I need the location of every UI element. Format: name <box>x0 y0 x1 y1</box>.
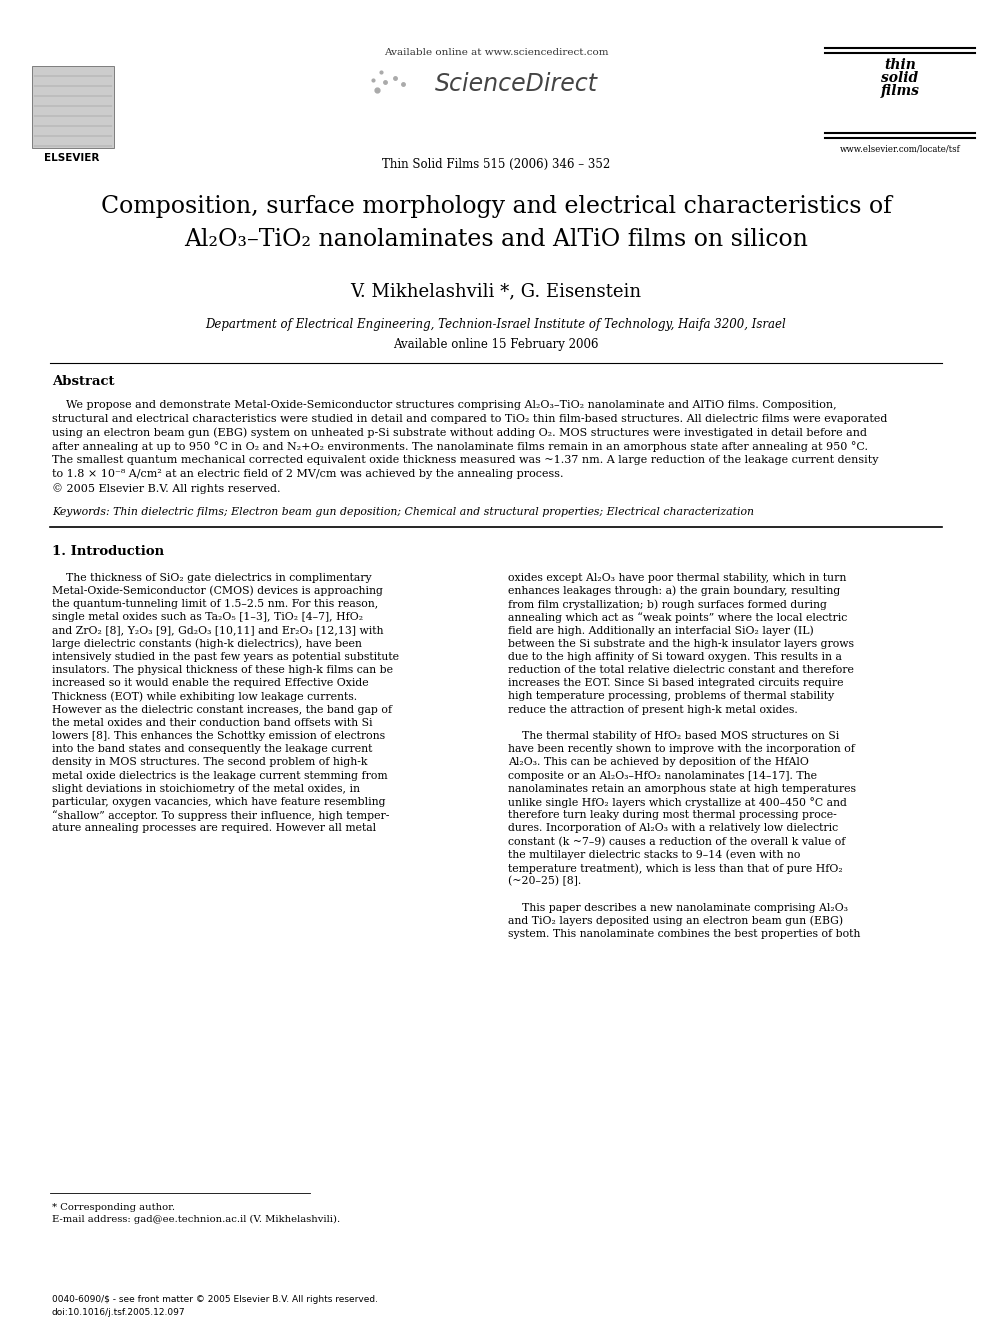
Text: from film crystallization; b) rough surfaces formed during: from film crystallization; b) rough surf… <box>508 599 827 610</box>
Text: Thin Solid Films 515 (2006) 346 – 352: Thin Solid Films 515 (2006) 346 – 352 <box>382 157 610 171</box>
Text: Metal-Oxide-Semiconductor (CMOS) devices is approaching: Metal-Oxide-Semiconductor (CMOS) devices… <box>52 586 383 597</box>
Text: reduction of the total relative dielectric constant and therefore: reduction of the total relative dielectr… <box>508 665 854 675</box>
Text: ELSEVIER: ELSEVIER <box>45 153 99 163</box>
Text: field are high. Additionally an interfacial SiO₂ layer (IL): field are high. Additionally an interfac… <box>508 626 813 636</box>
Text: www.elsevier.com/locate/tsf: www.elsevier.com/locate/tsf <box>839 144 960 153</box>
Text: dures. Incorporation of Al₂O₃ with a relatively low dielectric: dures. Incorporation of Al₂O₃ with a rel… <box>508 823 838 833</box>
Text: and ZrO₂ [8], Y₂O₃ [9], Gd₂O₃ [10,11] and Er₂O₃ [12,13] with: and ZrO₂ [8], Y₂O₃ [9], Gd₂O₃ [10,11] an… <box>52 626 384 635</box>
Text: increased so it would enable the required Effective Oxide: increased so it would enable the require… <box>52 679 369 688</box>
Text: the metal oxides and their conduction band offsets with Si: the metal oxides and their conduction ba… <box>52 718 373 728</box>
Text: Composition, surface morphology and electrical characteristics of: Composition, surface morphology and elec… <box>100 194 892 218</box>
Text: 0040-6090/$ - see front matter © 2005 Elsevier B.V. All rights reserved.: 0040-6090/$ - see front matter © 2005 El… <box>52 1295 378 1304</box>
Text: the quantum-tunneling limit of 1.5–2.5 nm. For this reason,: the quantum-tunneling limit of 1.5–2.5 n… <box>52 599 378 609</box>
Text: into the band states and consequently the leakage current: into the band states and consequently th… <box>52 745 372 754</box>
Text: reduce the attraction of present high-k metal oxides.: reduce the attraction of present high-k … <box>508 705 798 714</box>
Text: lowers [8]. This enhances the Schottky emission of electrons: lowers [8]. This enhances the Schottky e… <box>52 732 385 741</box>
Text: E-mail address: gad@ee.technion.ac.il (V. Mikhelashvili).: E-mail address: gad@ee.technion.ac.il (V… <box>52 1215 340 1224</box>
Text: structural and electrical characteristics were studied in detail and compared to: structural and electrical characteristic… <box>52 414 888 423</box>
Text: oxides except Al₂O₃ have poor thermal stability, which in turn: oxides except Al₂O₃ have poor thermal st… <box>508 573 846 582</box>
Text: increases the EOT. Since Si based integrated circuits require: increases the EOT. Since Si based integr… <box>508 679 843 688</box>
Text: Abstract: Abstract <box>52 374 114 388</box>
Text: The thickness of SiO₂ gate dielectrics in complimentary: The thickness of SiO₂ gate dielectrics i… <box>52 573 372 582</box>
Text: insulators. The physical thickness of these high-k films can be: insulators. The physical thickness of th… <box>52 665 393 675</box>
Text: due to the high affinity of Si toward oxygen. This results in a: due to the high affinity of Si toward ox… <box>508 652 842 662</box>
Text: The thermal stability of HfO₂ based MOS structures on Si: The thermal stability of HfO₂ based MOS … <box>508 732 839 741</box>
Text: and TiO₂ layers deposited using an electron beam gun (EBG): and TiO₂ layers deposited using an elect… <box>508 916 843 926</box>
Text: V. Mikhelashvili *, G. Eisenstein: V. Mikhelashvili *, G. Eisenstein <box>350 282 642 300</box>
Text: to 1.8 × 10⁻⁸ A/cm² at an electric field of 2 MV/cm was achieved by the annealin: to 1.8 × 10⁻⁸ A/cm² at an electric field… <box>52 468 563 479</box>
Text: nanolaminates retain an amorphous state at high temperatures: nanolaminates retain an amorphous state … <box>508 783 856 794</box>
Text: single metal oxides such as Ta₂O₅ [1–3], TiO₂ [4–7], HfO₂: single metal oxides such as Ta₂O₅ [1–3],… <box>52 613 363 622</box>
Text: large dielectric constants (high-k dielectrics), have been: large dielectric constants (high-k diele… <box>52 639 362 650</box>
Text: enhances leakages through: a) the grain boundary, resulting: enhances leakages through: a) the grain … <box>508 586 840 597</box>
Text: metal oxide dielectrics is the leakage current stemming from: metal oxide dielectrics is the leakage c… <box>52 770 388 781</box>
Text: density in MOS structures. The second problem of high-k: density in MOS structures. The second pr… <box>52 757 367 767</box>
Text: Al₂O₃–TiO₂ nanolaminates and AlTiO films on silicon: Al₂O₃–TiO₂ nanolaminates and AlTiO films… <box>185 228 807 251</box>
Text: Thickness (EOT) while exhibiting low leakage currents.: Thickness (EOT) while exhibiting low lea… <box>52 692 357 703</box>
Text: therefore turn leaky during most thermal processing proce-: therefore turn leaky during most thermal… <box>508 810 836 820</box>
Text: We propose and demonstrate Metal-Oxide-Semiconductor structures comprising Al₂O₃: We propose and demonstrate Metal-Oxide-S… <box>52 400 836 410</box>
Text: This paper describes a new nanolaminate comprising Al₂O₃: This paper describes a new nanolaminate … <box>508 902 848 913</box>
Text: using an electron beam gun (EBG) system on unheated p-Si substrate without addin: using an electron beam gun (EBG) system … <box>52 427 867 438</box>
Text: The smallest quantum mechanical corrected equivalent oxide thickness measured wa: The smallest quantum mechanical correcte… <box>52 455 879 466</box>
Text: Al₂O₃. This can be achieved by deposition of the HfAlO: Al₂O₃. This can be achieved by depositio… <box>508 757 808 767</box>
Text: 1. Introduction: 1. Introduction <box>52 545 164 557</box>
Text: Department of Electrical Engineering, Technion-Israel Institute of Technology, H: Department of Electrical Engineering, Te… <box>205 318 787 331</box>
Text: system. This nanolaminate combines the best properties of both: system. This nanolaminate combines the b… <box>508 929 860 939</box>
FancyBboxPatch shape <box>32 66 114 148</box>
Text: high temperature processing, problems of thermal stability: high temperature processing, problems of… <box>508 692 834 701</box>
Text: the multilayer dielectric stacks to 9–14 (even with no: the multilayer dielectric stacks to 9–14… <box>508 849 801 860</box>
Text: “shallow” acceptor. To suppress their influence, high temper-: “shallow” acceptor. To suppress their in… <box>52 810 390 822</box>
Text: Available online 15 February 2006: Available online 15 February 2006 <box>393 337 599 351</box>
Text: Available online at www.sciencedirect.com: Available online at www.sciencedirect.co… <box>384 48 608 57</box>
Text: (~20–25) [8].: (~20–25) [8]. <box>508 876 581 886</box>
Text: ature annealing processes are required. However all metal: ature annealing processes are required. … <box>52 823 376 833</box>
Text: unlike single HfO₂ layers which crystallize at 400–450 °C and: unlike single HfO₂ layers which crystall… <box>508 796 847 808</box>
Text: slight deviations in stoichiometry of the metal oxides, in: slight deviations in stoichiometry of th… <box>52 783 360 794</box>
Text: Keywords: Thin dielectric films; Electron beam gun deposition; Chemical and stru: Keywords: Thin dielectric films; Electro… <box>52 507 754 516</box>
Text: between the Si substrate and the high-k insulator layers grows: between the Si substrate and the high-k … <box>508 639 854 648</box>
Text: ScienceDirect: ScienceDirect <box>434 71 597 97</box>
Text: have been recently shown to improve with the incorporation of: have been recently shown to improve with… <box>508 745 855 754</box>
Text: composite or an Al₂O₃–HfO₂ nanolaminates [14–17]. The: composite or an Al₂O₃–HfO₂ nanolaminates… <box>508 770 817 781</box>
Text: temperature treatment), which is less than that of pure HfO₂: temperature treatment), which is less th… <box>508 863 843 873</box>
Text: intensively studied in the past few years as potential substitute: intensively studied in the past few year… <box>52 652 399 662</box>
Text: thin
solid
films: thin solid films <box>881 58 920 98</box>
Text: after annealing at up to 950 °C in O₂ and N₂+O₂ environments. The nanolaminate f: after annealing at up to 950 °C in O₂ an… <box>52 442 868 452</box>
Text: doi:10.1016/j.tsf.2005.12.097: doi:10.1016/j.tsf.2005.12.097 <box>52 1308 186 1316</box>
Text: © 2005 Elsevier B.V. All rights reserved.: © 2005 Elsevier B.V. All rights reserved… <box>52 483 281 493</box>
Text: annealing which act as “weak points” where the local electric: annealing which act as “weak points” whe… <box>508 613 847 623</box>
Text: * Corresponding author.: * Corresponding author. <box>52 1203 175 1212</box>
Text: However as the dielectric constant increases, the band gap of: However as the dielectric constant incre… <box>52 705 392 714</box>
Text: particular, oxygen vacancies, which have feature resembling: particular, oxygen vacancies, which have… <box>52 796 386 807</box>
Text: constant (k ~7–9) causes a reduction of the overall k value of: constant (k ~7–9) causes a reduction of … <box>508 836 845 847</box>
